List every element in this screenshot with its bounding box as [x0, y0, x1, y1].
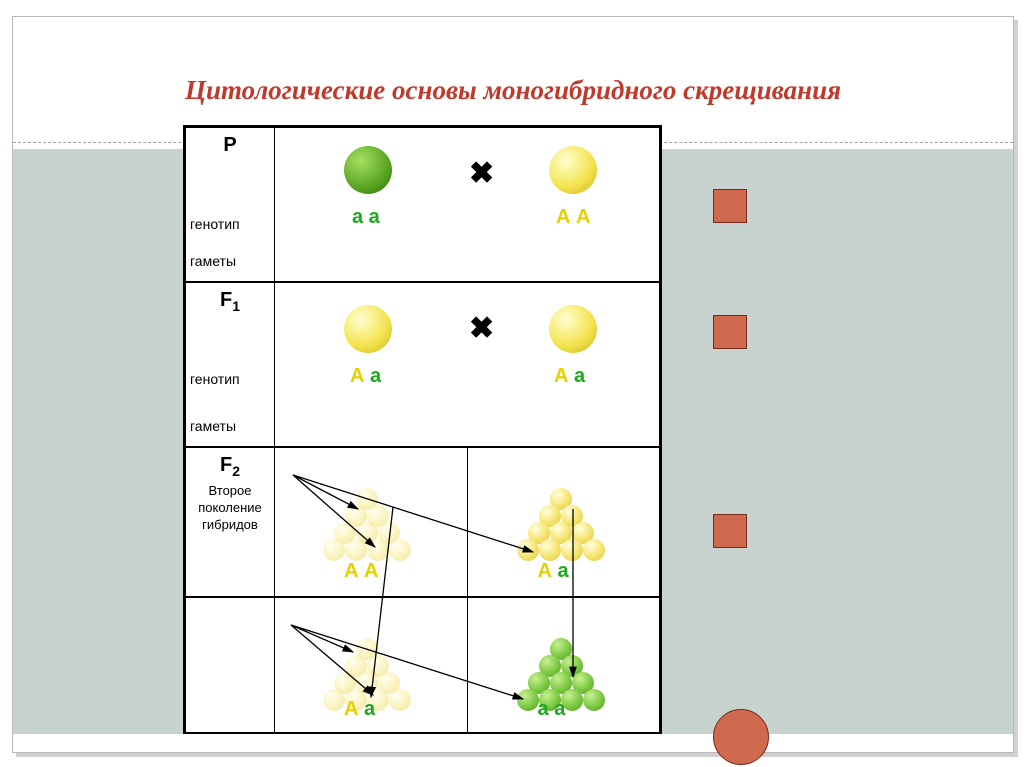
- label-f1-genotype: генотип: [190, 371, 240, 387]
- pea-yellow-f1-right: [549, 305, 597, 353]
- genotype-p-left: а а: [352, 206, 380, 229]
- row-f2-labelcol: F2 Второе поколение гибридов: [186, 448, 275, 596]
- legend-square: [713, 315, 747, 349]
- label-f1-gametes: гаметы: [190, 418, 236, 434]
- label-p-genotype: генотип: [190, 216, 240, 232]
- genotype-AA: А А: [344, 560, 378, 583]
- genotype-Aa-top: А а: [538, 560, 569, 583]
- f2-cell-Aa-top: А а: [468, 448, 662, 596]
- label-f2: F2: [186, 454, 274, 479]
- row-p-content: ✖ а а А А: [274, 128, 661, 281]
- label-f2-desc: Второе поколение гибридов: [186, 483, 274, 534]
- row-f1-labelcol: F1 генотип гаметы: [186, 283, 275, 446]
- label-p: P: [186, 134, 274, 157]
- label-p-gametes: гаметы: [190, 253, 236, 269]
- row-p-labelcol: P генотип гаметы: [186, 128, 275, 281]
- row-f1: F1 генотип гаметы ✖ А а А а: [185, 282, 660, 447]
- f2-cell-Aa-bot: А а: [274, 598, 468, 732]
- genotype-Aa-bot: А а: [344, 698, 375, 721]
- genotype-aa: а а: [538, 698, 566, 721]
- row-f2-top: F2 Второе поколение гибридов А А А а: [185, 447, 660, 597]
- genotype-p-right: А А: [556, 206, 590, 229]
- legend-square: [713, 189, 747, 223]
- genotype-f1-right: А а: [554, 365, 585, 388]
- row-f2-top-content: А А А а: [274, 448, 661, 596]
- pea-green-parent: [344, 146, 392, 194]
- page-title: Цитологические основы моногибридного скр…: [13, 75, 1013, 106]
- row-p: P генотип гаметы ✖ а а А А: [185, 127, 660, 282]
- label-f1: F1: [186, 289, 274, 314]
- row-f1-content: ✖ А а А а: [274, 283, 661, 446]
- genetics-table: P генотип гаметы ✖ а а А А F1: [183, 125, 662, 734]
- row-f2-bot: А а а а: [185, 597, 660, 733]
- cross-icon: ✖: [469, 311, 494, 346]
- f2-cell-aa: а а: [468, 598, 662, 732]
- legend-circle: [713, 709, 769, 765]
- slide-frame: Цитологические основы моногибридного скр…: [12, 16, 1014, 753]
- pea-yellow-f1-left: [344, 305, 392, 353]
- cross-icon: ✖: [469, 156, 494, 191]
- legend-square: [713, 514, 747, 548]
- pea-yellow-parent: [549, 146, 597, 194]
- row-f2-bot-content: А а а а: [274, 598, 661, 732]
- f2-cell-AA: А А: [274, 448, 468, 596]
- genotype-f1-left: А а: [350, 365, 381, 388]
- row-f2-bot-labelcol: [186, 598, 275, 732]
